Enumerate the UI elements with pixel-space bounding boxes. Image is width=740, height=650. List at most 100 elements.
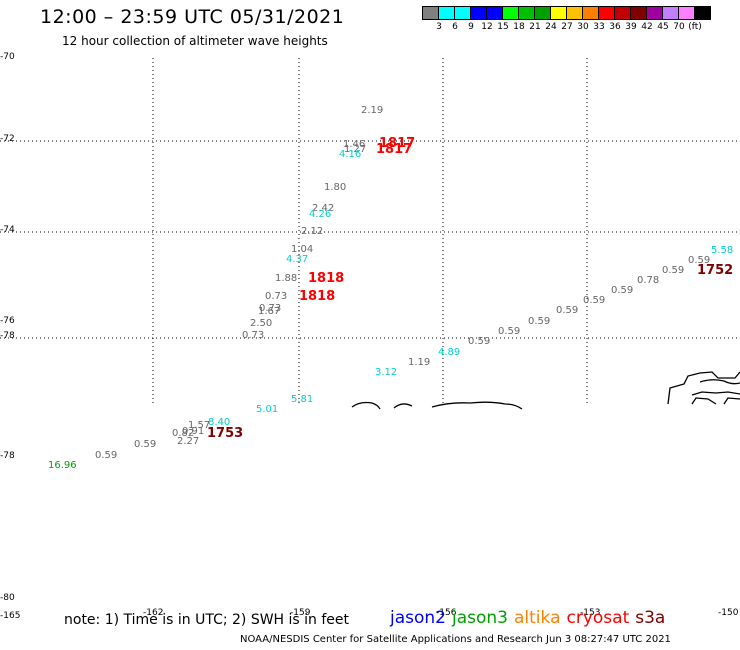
time-label: 1817	[376, 142, 412, 157]
wave-height-label: 16.96	[48, 460, 77, 471]
satellite-legend: jason2 jason3 altika cryosat s3a	[390, 608, 671, 628]
graticule	[0, 58, 740, 405]
legend-tick-label: 70	[673, 22, 685, 32]
wave-height-label: 2.27	[177, 436, 199, 447]
footnote: note: 1) Time is in UTC; 2) SWH is in fe…	[64, 612, 350, 628]
time-label: 1817	[379, 136, 415, 151]
wave-height-label: 5.01	[256, 404, 278, 415]
color-swatches	[422, 6, 711, 20]
time-label: 1818	[299, 289, 335, 304]
wave-height-label: 0.82	[172, 428, 194, 439]
wave-height-label: 0.59	[611, 285, 633, 296]
longitude-label: -165	[0, 611, 20, 621]
satellite-label: cryosat	[566, 608, 630, 628]
legend-tick-label: 30	[577, 22, 589, 32]
legend-tick-label: 42	[641, 22, 653, 32]
legend-tick-label: 15	[497, 22, 509, 32]
color-swatch	[694, 6, 711, 20]
legend-tick-label: 33	[593, 22, 605, 32]
coastline-segment	[699, 379, 740, 385]
wave-height-label: 5.58	[711, 245, 733, 256]
wave-height-label: 0.59	[134, 439, 156, 450]
longitude-label: -153	[580, 608, 600, 618]
longitude-label: -156	[436, 608, 457, 618]
wave-height-label: 0.73	[265, 291, 287, 302]
legend-tick-label: (ft)	[688, 22, 702, 32]
coastline	[351, 371, 740, 410]
wave-height-label: 0.59	[688, 255, 710, 266]
longitude-label: -162	[143, 608, 163, 618]
legend-tick-label: 24	[545, 22, 557, 32]
wave-height-label: 1.67	[258, 306, 280, 317]
wave-height-label: 2.19	[361, 105, 383, 116]
wave-height-label: 0.59	[95, 450, 117, 461]
coastline-segment	[667, 371, 740, 405]
legend-tick-label: 27	[561, 22, 573, 32]
legend-tick-label: 39	[625, 22, 637, 32]
legend-tick-label: 12	[481, 22, 493, 32]
color-scale-legend: 3 6 9 12 15 18 21 24 27 30 33 36 39 42 45 70 (ft)	[422, 6, 711, 34]
wave-height-label: 0.91	[182, 426, 204, 437]
wave-height-label: 0.59	[498, 326, 520, 337]
wave-height-label: 0.73	[259, 303, 281, 314]
wave-height-label: 0.59	[528, 316, 550, 327]
axis-labels: -70 -72 -74 -76 -78 -78 -80 -165 -162 -159 -156 -15…	[0, 52, 739, 621]
legend-tick-label: 9	[468, 22, 474, 32]
time-label: 1752	[697, 263, 733, 278]
coastline-segment	[431, 401, 523, 410]
wave-height-label: 0.59	[556, 305, 578, 316]
legend-tick-label: 3	[436, 22, 442, 32]
legend-tick-label: 18	[513, 22, 525, 32]
wave-height-label: 1.46	[343, 139, 365, 150]
wave-height-label: 1.27	[344, 144, 366, 155]
longitude-label: -150	[718, 608, 739, 618]
legend-tick-label: 45	[657, 22, 669, 32]
latitude-label: -80	[0, 593, 15, 603]
time-label: 1753	[207, 426, 243, 441]
wave-height-label: 2.42	[312, 203, 334, 214]
wave-height-label: 1.04	[291, 244, 313, 255]
wave-height-label: 0.59	[583, 295, 605, 306]
latitude-label: -76	[0, 316, 15, 326]
coastline-segment	[393, 403, 413, 409]
map-title: 12:00 – 23:59 UTC 05/31/2021	[40, 6, 345, 28]
latitude-label: -78	[0, 331, 15, 341]
coastline-segment	[691, 391, 740, 396]
wave-height-label: 2.50	[250, 318, 272, 329]
legend-tick-label: 6	[452, 22, 458, 32]
wave-height-label: 2.12	[301, 226, 323, 237]
credit-line: NOAA/NESDIS Center for Satellite Applica…	[240, 634, 671, 645]
map-subtitle: 12 hour collection of altimeter wave hei…	[62, 34, 328, 48]
time-label: 1818	[308, 271, 344, 286]
wave-height-label: 3.12	[375, 367, 397, 378]
coastline-segment	[723, 397, 740, 405]
satellite-label: s3a	[635, 608, 666, 628]
latitude-label: -78	[0, 451, 15, 461]
wave-height-label: 1.80	[324, 182, 346, 193]
wave-height-label: 0.73	[242, 330, 264, 341]
longitude-label: -159	[290, 608, 311, 618]
wave-height-label: 5.81	[291, 394, 313, 405]
wave-height-label: 8.40	[208, 417, 230, 428]
latitude-label: -72	[0, 134, 15, 144]
color-scale-ticks: 3 6 9 12 15 18 21 24 27 30 33 36 39 42 45 70 (ft)	[422, 20, 710, 34]
wave-height-label: 0.78	[637, 275, 659, 286]
coastline-segment	[691, 397, 717, 405]
legend-tick-label: 36	[609, 22, 621, 32]
wave-height-label: 4.26	[309, 209, 331, 220]
wave-height-label: 1.19	[408, 357, 430, 368]
satellite-label: jason2	[390, 608, 446, 628]
wave-height-label: 4.89	[438, 347, 460, 358]
wave-height-label: 1.88	[275, 273, 297, 284]
coastline-segment	[351, 401, 381, 410]
satellite-label: altika	[514, 608, 561, 628]
wave-height-label: 0.59	[662, 265, 684, 276]
latitude-label: -74	[0, 225, 15, 235]
wave-height-labels: 2.19 1.461.274.16 1.80 2.424.26 2.12 1.044.37…	[48, 105, 733, 471]
legend-tick-label: 21	[529, 22, 541, 32]
wave-height-label: 4.37	[286, 254, 308, 265]
latitude-label: -70	[0, 52, 15, 62]
